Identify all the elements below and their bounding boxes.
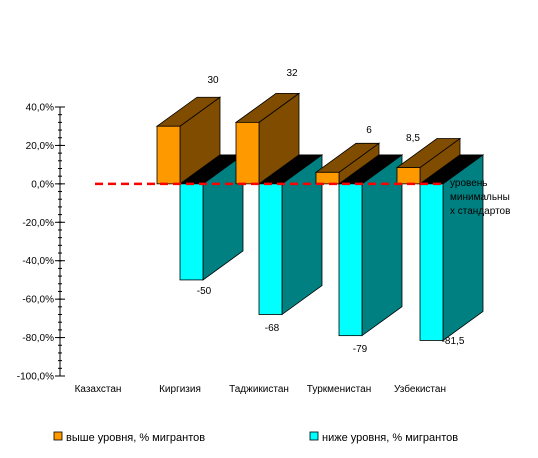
reference-line-label: минимальны	[450, 192, 510, 203]
bar-below-1	[178, 154, 245, 281]
bar-front-face	[156, 125, 181, 185]
legend-label: ниже уровня, % мигрантов	[322, 432, 458, 444]
y-tick-label: 0,0%	[31, 179, 54, 190]
y-tick-label: 20,0%	[26, 141, 54, 152]
bar-front-face	[396, 167, 421, 185]
y-tick-label: -100,0%	[17, 372, 54, 383]
data-label-below: -79	[353, 344, 368, 355]
bar-above-1	[155, 96, 222, 185]
category-label: Таджикистан	[229, 384, 289, 395]
data-label-above: 6	[366, 125, 372, 136]
category-label: Киргизия	[159, 384, 201, 395]
bar-below-3	[337, 154, 404, 337]
y-tick-label: -80,0%	[22, 333, 54, 344]
data-label-above: 8,5	[406, 133, 420, 144]
bar-front-face	[338, 183, 363, 337]
bar-front-face	[179, 183, 204, 281]
reference-line-label: уровень	[450, 178, 488, 189]
bar-above-4	[395, 137, 462, 185]
data-labels-layer: 30 -50 32 -68 6 -79 8,5 -81,5	[197, 68, 465, 355]
bar-below-2	[257, 154, 324, 316]
reference-line-label: х стандартов	[450, 206, 510, 217]
category-label: Узбекистан	[394, 383, 446, 395]
legend-swatch	[53, 431, 63, 441]
legend: выше уровня, % мигрантов ниже уровня, % м…	[53, 431, 458, 444]
y-tick-label: -20,0%	[22, 218, 54, 229]
y-tick-label: 40,0%	[26, 103, 54, 114]
bar-above-3	[314, 142, 381, 185]
data-label-above: 32	[286, 68, 298, 79]
reference-line-layer: уровень минимальны х стандартов	[95, 178, 510, 217]
bar-front-face	[235, 121, 260, 185]
data-label-below: -81,5	[442, 336, 465, 347]
y-axis: 40,0% 20,0% 0,0% -20,0% -40,0% -60,0% -80,0% -1…	[17, 103, 65, 383]
category-label: Казахстан	[75, 384, 122, 395]
bar-side-face	[361, 154, 403, 337]
bar-front-face	[258, 183, 283, 315]
y-tick-label: -60,0%	[22, 295, 54, 306]
bar-below-4	[418, 154, 485, 342]
bar-front-face	[315, 171, 340, 185]
legend-label: выше уровня, % мигрантов	[66, 432, 205, 444]
bar-front-face	[419, 183, 444, 341]
data-label-below: -50	[197, 286, 212, 297]
data-label-below: -68	[265, 323, 280, 334]
category-label: Туркменистан	[307, 384, 371, 395]
bar-above-2	[234, 92, 301, 185]
legend-swatch	[309, 431, 319, 441]
bars-layer	[155, 92, 485, 342]
y-tick-label: -40,0%	[22, 256, 54, 267]
data-label-above: 30	[207, 75, 219, 86]
category-labels-layer: Казахстан Киргизия Таджикистан Туркменистан…	[75, 383, 446, 395]
